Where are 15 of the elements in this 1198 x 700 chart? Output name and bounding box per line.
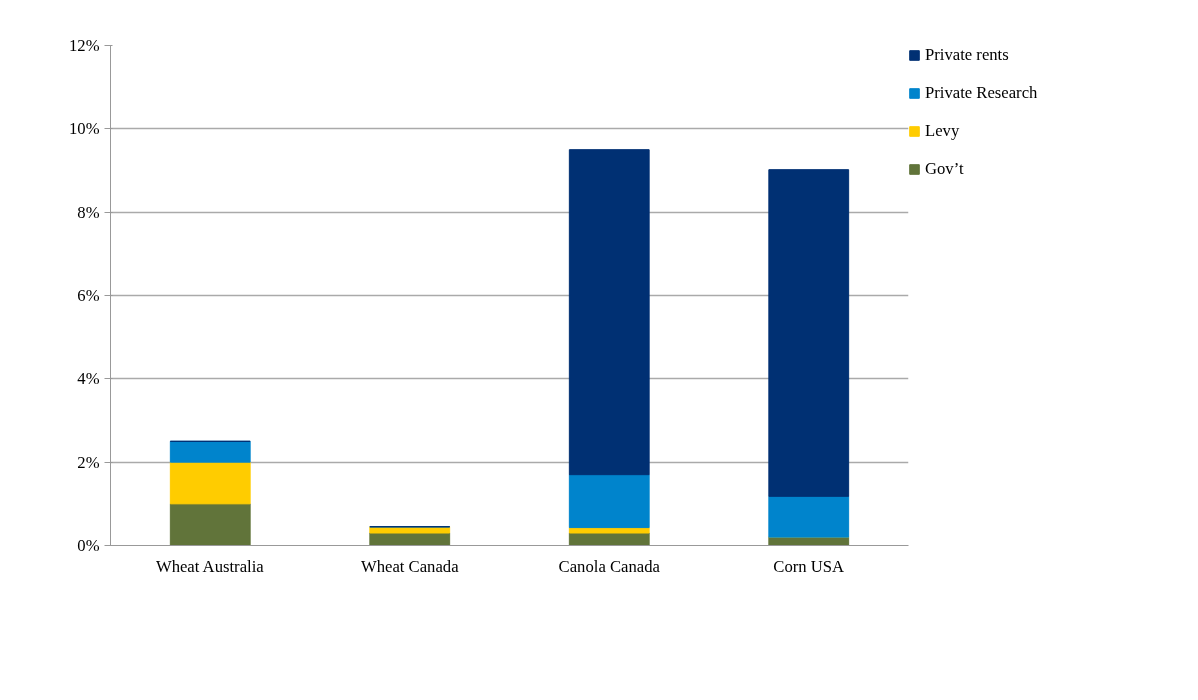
x-tick-label: Canola Canada: [558, 556, 661, 576]
y-tick-label: 4%: [77, 369, 100, 389]
x-tick-label: Wheat Australia: [155, 556, 265, 576]
x-tick-label: Wheat Canada: [360, 556, 460, 576]
y-tick-label: 12%: [68, 36, 100, 55]
legend-label: Levy: [925, 121, 961, 141]
legend-label: Private rents: [925, 45, 1009, 65]
y-tick-label: 6%: [77, 286, 100, 305]
legend-label: Gov’t: [925, 159, 965, 179]
y-tick-label: 2%: [77, 452, 100, 472]
legend-label: Private Research: [925, 83, 1038, 103]
y-tick-label: 10%: [68, 119, 100, 139]
y-tick-label: 0%: [77, 536, 100, 555]
x-tick-label: Corn USA: [773, 556, 845, 576]
y-tick-label: 8%: [77, 202, 100, 222]
